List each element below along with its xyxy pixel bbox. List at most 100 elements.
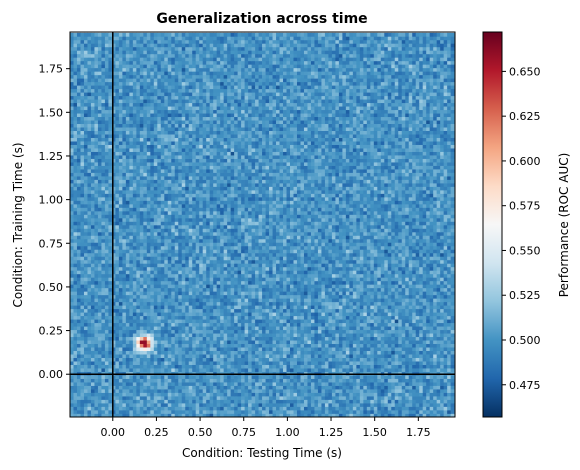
heatmap-cell <box>342 298 347 303</box>
heatmap-cell <box>202 354 207 358</box>
heatmap-cell <box>258 270 263 275</box>
heatmap-cell <box>87 294 92 299</box>
heatmap-cell <box>202 336 207 341</box>
heatmap-cell <box>241 284 245 289</box>
heatmap-cell <box>384 336 389 341</box>
heatmap-cell <box>314 350 319 355</box>
heatmap-cell <box>377 340 382 345</box>
heatmap-cell <box>272 287 277 292</box>
heatmap-cell <box>237 336 242 341</box>
heatmap-cell <box>419 357 424 362</box>
heatmap-cell <box>244 343 249 348</box>
heatmap-cell <box>436 333 441 338</box>
heatmap-cell <box>213 406 218 411</box>
heatmap-cell <box>387 396 392 400</box>
heatmap-cell <box>328 375 333 379</box>
heatmap-cell <box>104 294 109 299</box>
heatmap-cell <box>443 382 448 386</box>
heatmap-cell <box>370 301 375 306</box>
heatmap-cell <box>415 277 420 282</box>
heatmap-cell <box>331 406 336 411</box>
heatmap-cell <box>136 277 141 282</box>
heatmap-cell <box>387 277 392 282</box>
heatmap-cell <box>342 263 347 268</box>
heatmap-cell <box>265 291 270 296</box>
heatmap-cell <box>227 350 231 355</box>
heatmap-cell <box>307 270 312 275</box>
heatmap-cell <box>433 340 438 345</box>
heatmap-cell <box>366 396 371 400</box>
heatmap-cell <box>90 354 95 358</box>
heatmap-cell <box>290 333 294 338</box>
heatmap-cell <box>328 266 333 271</box>
heatmap-cell <box>377 368 382 372</box>
heatmap-cell <box>384 298 389 303</box>
heatmap-cell <box>87 287 92 292</box>
heatmap-cell <box>450 361 455 365</box>
heatmap-cell <box>391 410 396 414</box>
heatmap-cell <box>178 266 183 271</box>
heatmap-cell <box>216 361 221 365</box>
heatmap-cell <box>450 315 455 320</box>
heatmap-cell <box>422 350 427 355</box>
heatmap-cell <box>122 312 127 317</box>
heatmap-cell <box>412 410 417 414</box>
heatmap-cell <box>366 301 371 306</box>
heatmap-cell <box>426 347 431 351</box>
heatmap-cell <box>90 336 95 341</box>
heatmap-cell <box>188 410 193 414</box>
heatmap-cell <box>164 361 169 365</box>
heatmap-cell <box>104 287 109 292</box>
heatmap-cell <box>391 378 396 383</box>
heatmap-cell <box>70 396 74 400</box>
heatmap-cell <box>108 326 113 331</box>
heatmap-cell <box>366 361 371 365</box>
heatmap-cell <box>394 378 399 383</box>
heatmap-cell <box>303 357 308 362</box>
heatmap-cell <box>181 364 186 369</box>
heatmap-cell <box>153 294 158 299</box>
heatmap-cell <box>220 280 224 285</box>
heatmap-cell <box>122 343 127 348</box>
heatmap-cell <box>447 410 451 414</box>
heatmap-cell <box>283 389 287 393</box>
heatmap-cell <box>366 322 371 327</box>
heatmap-cell <box>188 322 193 327</box>
heatmap-cell <box>433 368 438 372</box>
heatmap-cell <box>290 270 294 275</box>
heatmap-cell <box>160 413 165 418</box>
heatmap-cell <box>129 378 134 383</box>
heatmap-cell <box>132 312 137 317</box>
heatmap-cell <box>248 301 252 306</box>
heatmap-cell <box>104 284 109 289</box>
heatmap-cell <box>269 392 273 397</box>
heatmap-cell <box>408 382 413 386</box>
heatmap-cell <box>244 375 249 379</box>
heatmap-cell <box>412 385 417 390</box>
heatmap-cell <box>174 259 179 264</box>
heatmap-cell <box>262 410 266 414</box>
heatmap-cell <box>122 399 127 404</box>
heatmap-cell <box>408 389 413 393</box>
heatmap-cell <box>241 382 245 386</box>
heatmap-cell <box>387 361 392 365</box>
heatmap-cell <box>433 361 438 365</box>
heatmap-cell <box>265 294 270 299</box>
heatmap-cell <box>303 329 308 334</box>
heatmap-cell <box>373 385 378 390</box>
heatmap-cell <box>132 273 137 278</box>
heatmap-cell <box>426 336 431 341</box>
heatmap-cell <box>216 326 221 331</box>
heatmap-cell <box>408 284 413 289</box>
heatmap-cell <box>125 361 130 365</box>
heatmap-cell <box>87 340 92 345</box>
heatmap-cell <box>391 301 396 306</box>
heatmap-cell <box>440 294 444 299</box>
heatmap-cell <box>440 259 444 264</box>
heatmap-cell <box>324 368 329 372</box>
heatmap-cell <box>384 389 389 393</box>
heatmap-cell <box>415 361 420 365</box>
heatmap-cell <box>115 382 120 386</box>
heatmap-cell <box>153 315 158 320</box>
heatmap-cell <box>213 357 218 362</box>
